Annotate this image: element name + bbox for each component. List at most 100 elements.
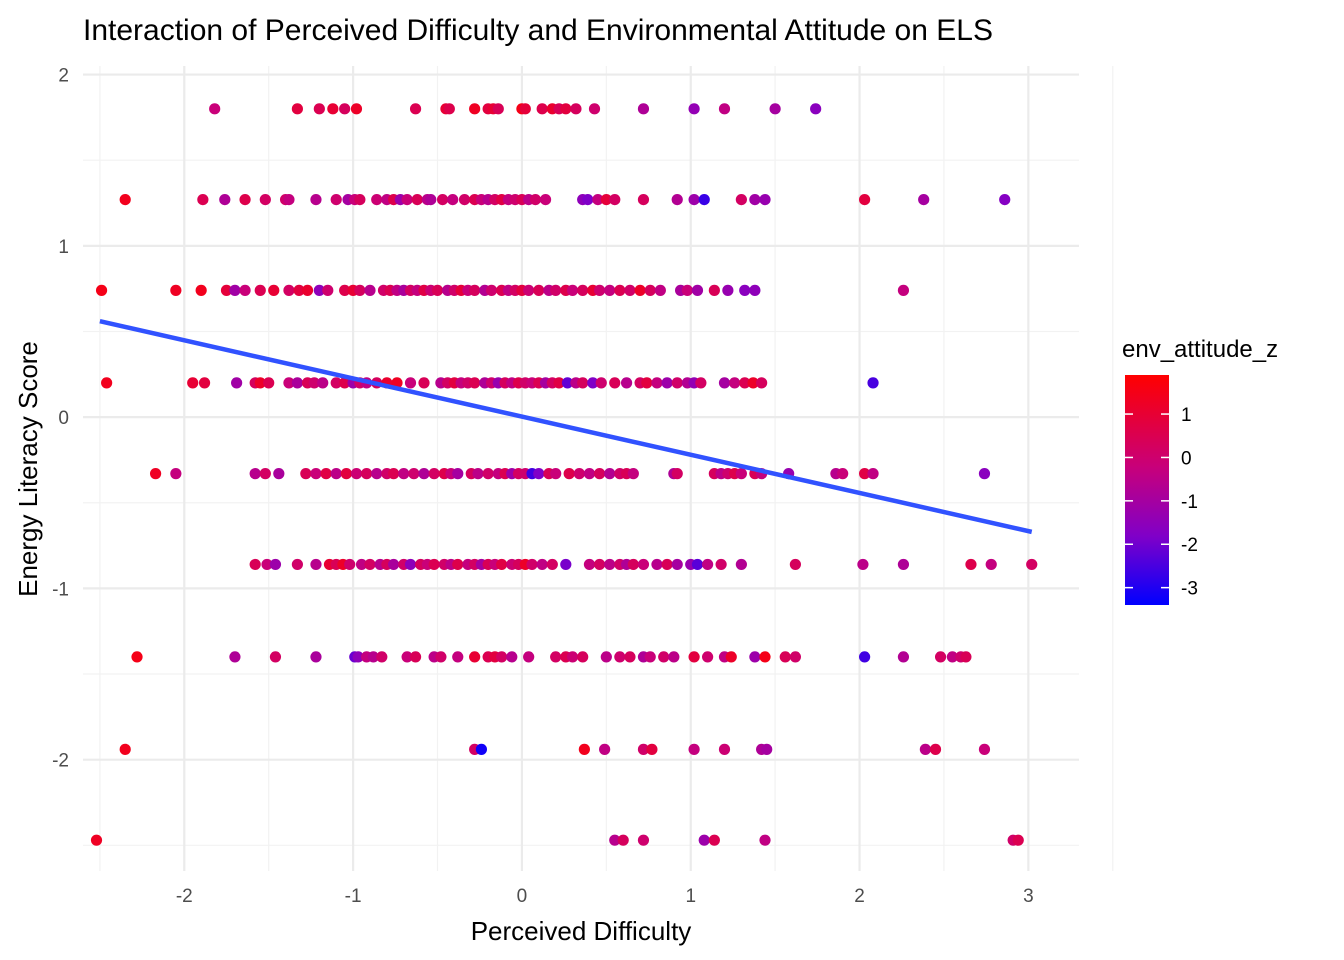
data-point [588, 103, 601, 115]
data-point [587, 377, 599, 389]
legend-ticks: 1 0 -1 -2 -3 [1125, 405, 1198, 600]
data-point [550, 284, 562, 296]
data-point [718, 103, 731, 115]
data-point [339, 284, 351, 296]
y-tick-label: -2 [52, 751, 69, 772]
data-point [573, 468, 585, 480]
data-point [526, 558, 538, 571]
y-tick-label: 2 [58, 66, 69, 87]
data-point [95, 284, 108, 296]
data-point [688, 743, 700, 755]
data-point [837, 468, 849, 480]
y-axis-label: Energy Literacy Score [13, 341, 43, 597]
data-point [339, 377, 351, 389]
data-point [447, 193, 459, 206]
data-point [428, 468, 440, 480]
data-point [681, 284, 693, 296]
data-point [411, 193, 423, 206]
data-point [715, 558, 727, 571]
data-point [578, 743, 590, 755]
data-point [867, 468, 879, 480]
legend-tick-label: -3 [1181, 579, 1198, 600]
data-point [209, 103, 221, 115]
data-point [149, 468, 162, 480]
data-point [523, 284, 535, 296]
data-point [350, 103, 363, 115]
data-point [354, 284, 366, 296]
data-point [747, 377, 759, 389]
data-point [609, 834, 621, 846]
data-point [735, 468, 747, 480]
data-point [614, 651, 626, 663]
data-point [583, 468, 596, 480]
data-point [577, 377, 589, 389]
data-point [293, 284, 305, 296]
data-point [198, 377, 211, 389]
data-point [431, 284, 444, 296]
data-point [651, 558, 663, 571]
data-point [90, 834, 103, 846]
data-point [708, 834, 720, 846]
data-point [496, 558, 508, 571]
data-point [929, 743, 942, 755]
x-tick-label: 3 [1023, 886, 1034, 907]
legend-tick-label: -2 [1181, 535, 1198, 556]
data-point [658, 651, 670, 663]
data-point [897, 558, 910, 571]
data-point [469, 377, 481, 389]
data-point [739, 284, 751, 296]
data-point [475, 743, 487, 755]
data-point [469, 651, 481, 663]
data-point [269, 558, 282, 571]
data-point [239, 193, 251, 206]
data-point [310, 193, 322, 206]
data-point [330, 468, 342, 480]
data-point [485, 284, 498, 296]
data-point [283, 193, 295, 206]
data-point [259, 193, 271, 206]
data-point [425, 193, 437, 206]
data-point [229, 284, 241, 296]
data-point [322, 284, 334, 296]
data-point [339, 103, 351, 115]
data-point [367, 651, 379, 663]
data-point [344, 558, 356, 571]
data-point [644, 651, 656, 663]
data-point [273, 468, 285, 480]
x-axis-label: Perceived Difficulty [471, 916, 692, 946]
data-point [350, 468, 363, 480]
data-point [388, 468, 400, 480]
data-point [418, 377, 430, 389]
data-point [418, 468, 430, 480]
data-point [566, 651, 579, 663]
data-point [313, 284, 325, 296]
data-point [371, 193, 383, 206]
data-point [404, 558, 417, 571]
data-point [695, 377, 707, 389]
data-point [261, 558, 273, 571]
data-point [637, 834, 650, 846]
data-point [583, 558, 596, 571]
data-point [646, 743, 658, 755]
data-point [550, 468, 562, 480]
data-point [595, 377, 607, 389]
data-point [604, 558, 616, 571]
data-point [529, 193, 542, 206]
data-point [859, 468, 871, 480]
data-point [229, 651, 241, 663]
data-point [627, 558, 639, 571]
data-point [291, 558, 303, 571]
data-point [408, 468, 420, 480]
data-point [934, 651, 947, 663]
data-point [409, 103, 422, 115]
data-point [561, 377, 574, 389]
data-point [637, 743, 650, 755]
data-point [661, 377, 673, 389]
trend-line-group [99, 319, 1033, 535]
data-point [857, 558, 869, 571]
data-point [553, 377, 565, 389]
x-tick-label: -2 [176, 886, 193, 907]
data-point [688, 651, 700, 663]
data-point [435, 651, 447, 663]
legend: env_attitude_z 1 0 -1 -2 -3 [1122, 336, 1278, 605]
